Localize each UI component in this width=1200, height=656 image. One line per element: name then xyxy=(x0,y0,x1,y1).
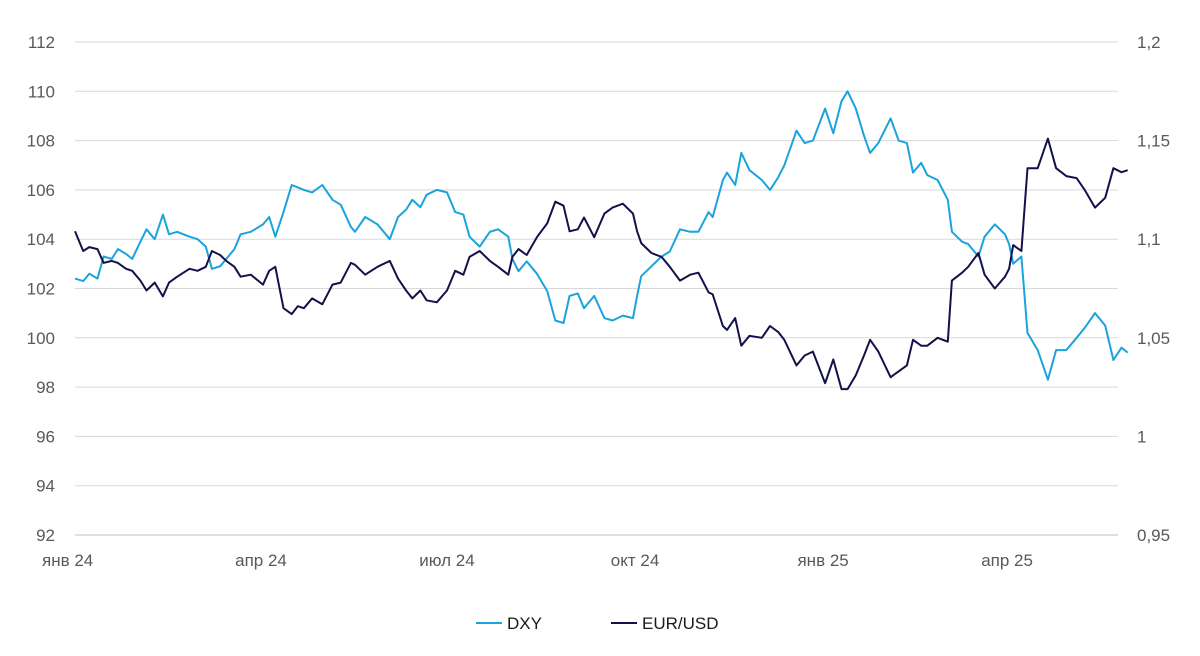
gridlines xyxy=(75,41,1118,536)
right-tick-label: 1,1 xyxy=(1137,230,1161,249)
series-line-eurusd xyxy=(74,137,1129,391)
left-tick-label: 104 xyxy=(27,230,55,249)
left-axis-ticks: 92 94 96 98 100 102 104 106 108 110 112 xyxy=(27,33,55,545)
left-tick-label: 92 xyxy=(36,526,55,545)
legend-label-dxy: DXY xyxy=(507,614,542,633)
legend: DXY EUR/USD xyxy=(476,614,719,633)
x-tick-label: янв 25 xyxy=(797,551,848,570)
x-tick-label: апр 25 xyxy=(981,551,1033,570)
left-tick-label: 108 xyxy=(27,132,55,151)
left-tick-label: 100 xyxy=(27,329,55,348)
left-tick-label: 94 xyxy=(36,477,55,496)
left-tick-label: 96 xyxy=(36,427,55,446)
left-tick-label: 106 xyxy=(27,181,55,200)
right-tick-label: 1,05 xyxy=(1137,329,1170,348)
series-line-dxy xyxy=(74,90,1129,381)
left-tick-label: 102 xyxy=(27,280,55,299)
left-tick-label: 112 xyxy=(28,33,55,52)
right-tick-label: 0,95 xyxy=(1137,526,1170,545)
right-axis-ticks: 0,95 1 1,05 1,1 1,15 1,2 xyxy=(1137,33,1170,545)
x-tick-label: апр 24 xyxy=(235,551,287,570)
legend-label-eurusd: EUR/USD xyxy=(642,614,719,633)
x-axis-ticks: янв 24 апр 24 июл 24 окт 24 янв 25 апр 25 xyxy=(42,551,1033,570)
series-lines xyxy=(74,90,1129,391)
right-tick-label: 1,15 xyxy=(1137,132,1170,151)
right-tick-label: 1 xyxy=(1137,427,1146,446)
x-tick-label: окт 24 xyxy=(611,551,660,570)
x-tick-label: июл 24 xyxy=(419,551,474,570)
x-tick-label: янв 24 xyxy=(42,551,93,570)
left-tick-label: 110 xyxy=(28,82,55,101)
right-tick-label: 1,2 xyxy=(1137,33,1161,52)
left-tick-label: 98 xyxy=(36,378,55,397)
